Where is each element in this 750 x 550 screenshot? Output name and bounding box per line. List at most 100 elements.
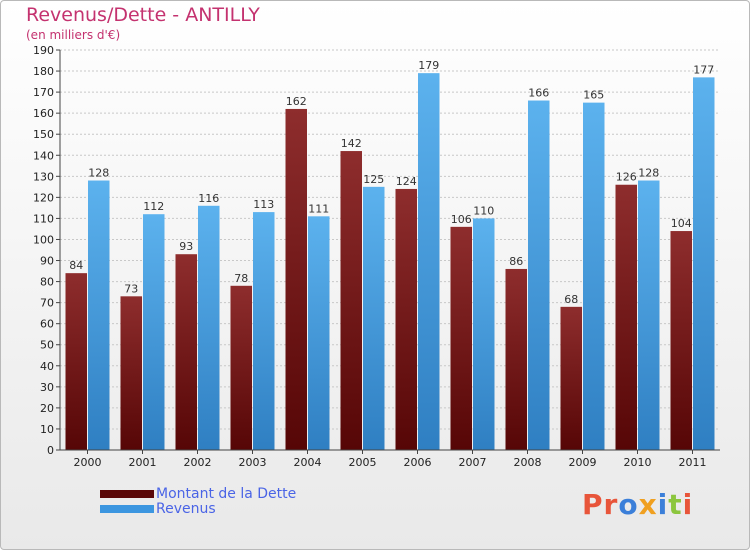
value-label-revenus: 125	[363, 173, 384, 186]
legend-swatch-dette	[100, 489, 154, 498]
value-label-revenus: 112	[143, 200, 164, 213]
value-label-dette: 86	[509, 255, 523, 268]
y-tick-label: 190	[33, 44, 54, 57]
value-label-dette: 126	[616, 171, 637, 184]
chart-title: Revenus/Dette - ANTILLY	[26, 4, 260, 26]
logo-letter: o	[618, 488, 639, 521]
y-tick-label: 80	[40, 276, 54, 289]
y-tick-label: 140	[33, 149, 54, 162]
value-label-revenus: 177	[693, 63, 714, 76]
legend-swatch-revenus	[100, 504, 154, 513]
y-tick-label: 50	[40, 339, 54, 352]
bar-revenus	[363, 186, 385, 450]
y-tick-label: 160	[33, 107, 54, 120]
value-label-dette: 106	[451, 213, 472, 226]
y-tick-label: 90	[40, 255, 54, 268]
proxiti-logo: Proxiti	[582, 488, 693, 521]
x-tick-label: 2000	[74, 456, 102, 469]
bars	[65, 73, 715, 451]
x-tick-label: 2003	[239, 456, 267, 469]
chart-subtitle: (en milliers d'€)	[26, 28, 121, 42]
value-label-dette: 73	[124, 282, 138, 295]
value-label-revenus: 116	[198, 192, 219, 205]
legend-item-dette: Montant de la Dette	[100, 485, 297, 502]
bar-revenus	[528, 100, 550, 451]
bar-dette	[230, 285, 252, 450]
value-label-dette: 142	[341, 137, 362, 150]
bar-dette	[65, 273, 87, 450]
bar-revenus	[473, 218, 495, 450]
logo-letter: t	[668, 488, 683, 521]
y-tick-label: 60	[40, 318, 54, 331]
grid	[60, 49, 720, 451]
x-tick-label: 2005	[349, 456, 377, 469]
y-tick-label: 170	[33, 86, 54, 99]
legend-label-dette: Montant de la Dette	[156, 485, 297, 502]
y-tick-label: 0	[47, 444, 54, 457]
y-axis-ticks: 0 10 20 30 40 50 60 70 80 90 100 110 120 130 140 150 160…	[33, 44, 60, 457]
bar-dette	[560, 306, 582, 450]
logo-letter: x	[638, 488, 658, 521]
y-tick-label: 10	[40, 423, 54, 436]
bar-dette	[285, 108, 307, 451]
bar-revenus	[143, 214, 165, 450]
bar-revenus	[308, 216, 330, 450]
bar-dette	[395, 188, 417, 450]
value-label-dette: 124	[396, 175, 417, 188]
x-tick-label: 2011	[679, 456, 707, 469]
x-tick-label: 2010	[624, 456, 652, 469]
x-axis-ticks: 2000 2001 2002 2003 2004 2005 2006 2007 2008 2009…	[74, 450, 707, 469]
bar-dette	[340, 151, 362, 451]
logo-letter: i	[682, 488, 694, 521]
bar-dette	[450, 226, 472, 450]
value-labels: 84 128 73 112 93 116 78 113 162 111 142 125 124 179 10…	[69, 59, 714, 306]
value-label-revenus: 165	[583, 89, 604, 102]
bar-dette	[175, 254, 197, 450]
y-tick-label: 180	[33, 65, 54, 78]
y-tick-label: 40	[40, 360, 54, 373]
value-label-revenus: 179	[418, 59, 439, 72]
value-label-dette: 78	[234, 272, 248, 285]
y-tick-label: 30	[40, 381, 54, 394]
bar-dette	[670, 231, 692, 450]
bar-revenus	[88, 180, 110, 451]
value-label-revenus: 166	[528, 87, 549, 100]
logo-letter: r	[603, 488, 619, 521]
axes	[59, 50, 720, 451]
bar-dette	[120, 296, 142, 450]
bar-dette	[615, 184, 637, 450]
logo-letter: P	[582, 488, 604, 521]
legend-label-revenus: Revenus	[156, 500, 216, 517]
bar-revenus	[693, 77, 715, 451]
value-label-dette: 68	[564, 293, 578, 306]
bar-revenus	[198, 205, 220, 450]
bar-revenus	[583, 102, 605, 450]
legend-item-revenus: Revenus	[100, 500, 296, 517]
bar-revenus	[253, 212, 275, 450]
x-tick-label: 2006	[404, 456, 432, 469]
y-tick-label: 150	[33, 128, 54, 141]
x-tick-label: 2002	[184, 456, 212, 469]
value-label-dette: 93	[179, 240, 193, 253]
y-tick-label: 130	[33, 170, 54, 183]
bar-revenus	[638, 180, 660, 451]
x-tick-label: 2007	[459, 456, 487, 469]
y-tick-label: 120	[33, 191, 54, 204]
x-tick-label: 2008	[514, 456, 542, 469]
bar-revenus	[418, 73, 440, 450]
x-tick-label: 2009	[569, 456, 597, 469]
y-tick-label: 110	[33, 212, 54, 225]
x-tick-label: 2001	[129, 456, 157, 469]
x-tick-label: 2004	[294, 456, 322, 469]
value-label-revenus: 110	[473, 204, 494, 217]
value-label-revenus: 128	[638, 167, 659, 180]
logo-letter: i	[657, 488, 669, 521]
value-label-dette: 162	[286, 95, 307, 108]
value-label-revenus: 111	[308, 202, 329, 215]
value-label-dette: 84	[69, 259, 83, 272]
value-label-revenus: 113	[253, 198, 274, 211]
y-tick-label: 70	[40, 297, 54, 310]
bar-dette	[505, 268, 527, 450]
legend: Montant de la Dette Revenus	[100, 485, 297, 517]
